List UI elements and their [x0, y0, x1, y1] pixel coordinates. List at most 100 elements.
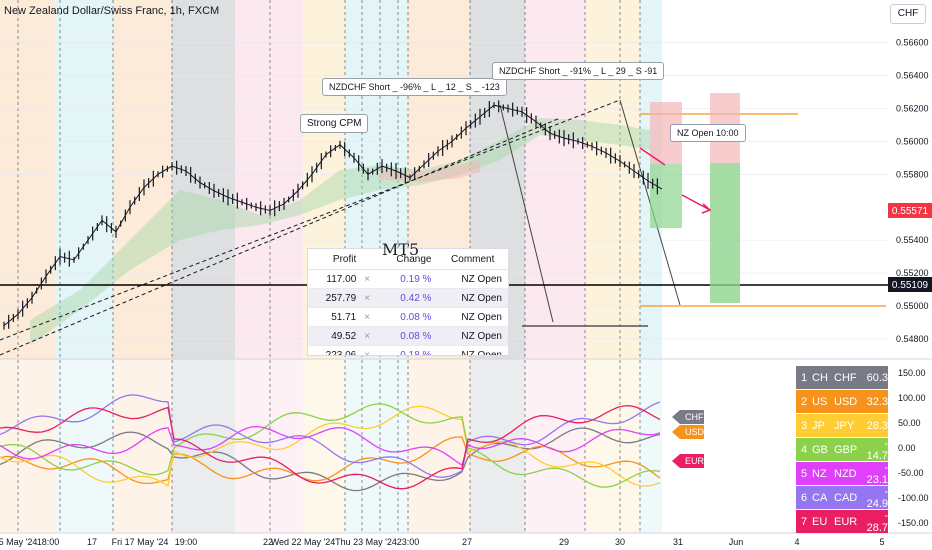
price-tick-label: 0.55400	[896, 235, 929, 245]
price-tick-label: 0.56200	[896, 103, 929, 113]
strength-value: 32.3	[866, 395, 888, 408]
results-table: Profit Change Comment 117.00 × 0.19 % NZ…	[307, 248, 509, 356]
strength-code: CH	[812, 371, 828, 384]
overlay-label: MT5	[382, 240, 420, 259]
strength-line	[0, 405, 661, 490]
annotation-strong-cpm: Strong CPM	[300, 114, 369, 133]
position-target-1	[650, 164, 682, 228]
strength-code: US	[812, 395, 828, 408]
column-profit: Profit	[308, 249, 363, 270]
profit-cell: 257.79	[308, 288, 363, 308]
time-tick-label: 18:00	[37, 537, 60, 547]
time-tick-label: 30	[615, 537, 625, 547]
currency-strength-lines	[0, 394, 661, 492]
time-tick-label: 5	[879, 537, 884, 547]
strength-code: CA	[812, 491, 828, 504]
strength-code: JP	[812, 419, 825, 432]
strength-line	[0, 405, 661, 488]
cloud-green	[30, 118, 650, 345]
strength-end-label: EUR	[685, 456, 705, 466]
price-line	[3, 104, 663, 327]
close-icon[interactable]: ×	[362, 307, 378, 327]
strength-code: GB	[812, 443, 828, 456]
current-price-tag	[888, 203, 932, 218]
strength-rank: 3	[800, 419, 808, 432]
strength-rank: 5	[800, 467, 808, 480]
change-cell: 0.42 %	[377, 288, 438, 308]
close-icon[interactable]: ×	[362, 345, 378, 355]
price-tick-label: 0.55000	[896, 301, 929, 311]
level-price-label: 0.55109	[892, 280, 929, 291]
strength-row: 1 CH CHF 60.3	[796, 366, 888, 389]
strength-tick-label: -50.00	[898, 468, 924, 478]
session-band	[55, 0, 113, 359]
strength-end-label: CHF	[685, 412, 704, 422]
strength-axis: 150.00 100.00 50.00 0.00 -50.00 -100.00 -150.0…	[898, 368, 929, 528]
position-target-2	[710, 163, 740, 303]
strength-tick-label: 50.00	[898, 418, 921, 428]
strength-end-label: USD	[685, 427, 705, 437]
strength-rank: 7	[800, 515, 808, 528]
comment-cell: NZ Open	[437, 307, 508, 327]
strength-row: 4 GB GBP - 14.7	[796, 438, 888, 462]
results-row: 257.79 × 0.42 % NZ Open	[308, 288, 508, 308]
time-axis: 5 May '24 18:00 17 Fri 17 May '24 19:00 22Wed…	[0, 537, 885, 547]
strength-value: - 28.7	[866, 509, 888, 534]
strength-currency: USD	[834, 395, 858, 408]
current-price-label: 0.55571	[892, 206, 929, 217]
chart-title: New Zealand Dollar/Swiss Franc, 1h, FXCM	[4, 5, 220, 17]
results-row: 51.71 × 0.08 % NZ Open	[308, 307, 508, 327]
column-comment: Comment	[437, 249, 508, 270]
strength-rank: 4	[800, 443, 808, 456]
trendline-lower	[0, 117, 561, 356]
close-icon[interactable]: ×	[362, 326, 378, 346]
session-band	[235, 0, 303, 359]
strength-currency: GBP	[834, 443, 858, 456]
level-price-tag	[888, 277, 932, 292]
session-band	[172, 0, 235, 359]
time-tick-label: 27	[462, 537, 472, 547]
close-icon[interactable]: ×	[362, 269, 378, 289]
annotation-short-1: NZDCHF Short _ -96% _ L _ 12 _ S _ -123	[322, 78, 507, 96]
annotation-nz-open: NZ Open 10:00	[670, 124, 746, 142]
profit-cell: 223.06	[308, 345, 363, 355]
close-icon[interactable]: ×	[362, 288, 378, 308]
results-row: 49.52 × 0.08 % NZ Open	[308, 326, 508, 346]
price-tick-label: 0.56000	[896, 136, 929, 146]
time-tick-label: 29	[559, 537, 569, 547]
currency-selector[interactable]: CHF	[890, 4, 926, 24]
column-change: Change	[377, 249, 438, 270]
strength-currency: CHF	[834, 371, 857, 384]
comment-cell: NZ Open	[437, 288, 508, 308]
strength-row: 3 JP JPY 28.3	[796, 414, 888, 437]
price-tick-label: 0.54800	[896, 334, 929, 344]
strength-value: 60.3	[866, 371, 888, 384]
time-tick-label: Thu 23 May '24	[335, 537, 397, 547]
strength-line	[0, 394, 661, 478]
strength-row: 7 EU EUR - 28.7	[796, 509, 888, 534]
session-band-lower	[408, 359, 470, 533]
strength-rank: 2	[800, 395, 808, 408]
strength-end-tag	[672, 425, 704, 439]
strength-tick-label: 100.00	[898, 393, 926, 403]
change-cell: 0.18 %	[377, 345, 438, 355]
session-band-lower	[0, 359, 55, 533]
time-tick-label: 17	[87, 537, 97, 547]
change-cell: 0.19 %	[377, 269, 438, 289]
projection-arrow-head	[701, 203, 712, 214]
strength-code: NZ	[812, 467, 827, 480]
strength-tick-label: -150.00	[898, 518, 929, 528]
comment-cell: NZ Open	[437, 326, 508, 346]
change-cell: 0.08 %	[377, 326, 438, 346]
time-tick-label: Fri 17 May '24	[112, 537, 169, 547]
trendline-upper	[0, 99, 621, 341]
strength-row: 6 CA CAD - 24.9	[796, 486, 888, 510]
strength-code: EU	[812, 515, 828, 528]
strength-line	[0, 427, 661, 492]
strength-rank: 1	[800, 371, 808, 384]
strength-tick-label: -100.00	[898, 493, 929, 503]
time-tick-label: 23:00	[397, 537, 420, 547]
strength-value: - 23.1	[866, 461, 888, 486]
session-band	[585, 0, 640, 359]
price-tick-label: 0.55200	[896, 268, 929, 278]
